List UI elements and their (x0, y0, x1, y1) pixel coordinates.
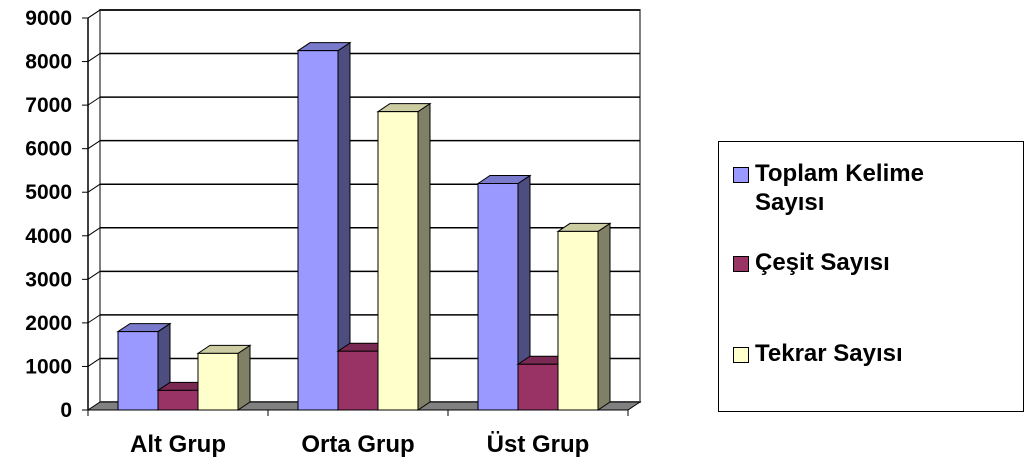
gridline-side (87, 270, 101, 280)
y-tick-label: 4000 (25, 225, 72, 248)
legend-label-tekrar: Tekrar Sayısı (755, 340, 903, 367)
legend: Toplam Kelime Sayısı Çeşit Sayısı Tekrar… (718, 141, 1024, 412)
bar (556, 222, 612, 411)
x-axis-category-labels: Alt Grup Orta Grup Üst Grup (130, 431, 589, 458)
chart-back-wall (87, 9, 641, 403)
gridline-side (87, 9, 101, 19)
bar (376, 102, 432, 411)
legend-swatch-cesit (733, 256, 749, 272)
legend-item-toplam-kelime: Toplam Kelime Sayısı (733, 159, 985, 217)
gridline-side (87, 53, 101, 62)
bar (296, 41, 352, 411)
x-category-label: Orta Grup (301, 431, 414, 458)
bar-front-face (337, 350, 379, 411)
y-tick-label: 6000 (25, 138, 72, 161)
bar-front-face (377, 111, 419, 411)
bars (116, 41, 612, 411)
x-category-label: Alt Grup (130, 431, 226, 458)
gridline-side (87, 140, 101, 150)
gridline-side (87, 358, 101, 367)
y-tick-label: 3000 (25, 268, 72, 291)
back-wall-frame (99, 9, 641, 403)
bar-front-face (477, 183, 519, 411)
legend-label-cesit: Çeşit Sayısı (755, 249, 890, 276)
bar-front-face (557, 230, 599, 411)
y-tick-label: 2000 (25, 312, 72, 335)
legend-label-toplam-kelime: Toplam Kelime Sayısı (755, 160, 924, 216)
legend-item-cesit: Çeşit Sayısı (733, 248, 985, 277)
bar-side-face (237, 344, 251, 411)
bar-side-face (417, 102, 431, 411)
y-tick-label: 7000 (25, 94, 72, 117)
gridlines (82, 9, 640, 411)
y-tick-label: 8000 (25, 51, 72, 74)
bar (196, 344, 252, 411)
bar (476, 174, 532, 411)
y-tick-label: 0 (60, 399, 72, 422)
legend-swatch-toplam-kelime (733, 167, 749, 183)
bar (116, 322, 172, 411)
legend-swatch-tekrar (733, 347, 749, 363)
bar-front-face (157, 389, 199, 411)
bar-front-face (197, 352, 239, 411)
y-tick-label: 5000 (25, 181, 72, 204)
y-tick-label: 1000 (25, 355, 72, 378)
bar-side-face (597, 222, 611, 411)
y-axis-tick-labels: 0 1000 2000 3000 4000 5000 6000 7000 8000 9000 (25, 7, 72, 422)
bar-front-face (517, 363, 559, 411)
bar-front-face (117, 331, 159, 411)
x-category-label: Üst Grup (487, 431, 590, 458)
gridline-side (87, 183, 101, 193)
gridline-side (87, 314, 101, 324)
y-tick-label: 9000 (25, 7, 72, 30)
bar-front-face (297, 50, 339, 411)
gridline-side (87, 96, 101, 106)
gridline-side (87, 227, 101, 237)
legend-item-tekrar: Tekrar Sayısı (733, 339, 985, 368)
